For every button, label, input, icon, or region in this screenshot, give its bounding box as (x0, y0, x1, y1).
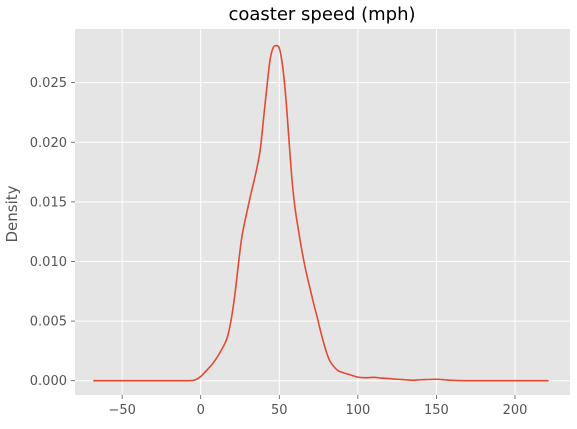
y-tick-label: 0.000 (30, 374, 67, 389)
x-tick-label: 0 (197, 403, 205, 418)
x-tick-label: 150 (424, 403, 449, 418)
y-tick-label: 0.025 (30, 76, 67, 91)
y-axis-label: Density (3, 185, 21, 242)
density-line (93, 44, 549, 382)
y-tick-label: 0.005 (30, 315, 67, 330)
x-tick-label: 50 (271, 403, 288, 418)
series (93, 44, 549, 382)
y-tick-label: 0.020 (30, 136, 67, 151)
y-tick-label: 0.010 (30, 255, 67, 270)
x-tick-label: 200 (503, 403, 528, 418)
plot-area (75, 29, 570, 395)
chart-title: coaster speed (mph) (228, 4, 415, 25)
x-axis: −50 0 50 100 150 200 (108, 395, 527, 418)
y-axis: 0.000 0.005 0.010 0.015 0.020 0.025 (30, 76, 75, 389)
y-tick-label: 0.015 (30, 195, 67, 210)
x-tick-label: −50 (108, 403, 135, 418)
grid (75, 29, 570, 395)
x-tick-label: 100 (345, 403, 370, 418)
